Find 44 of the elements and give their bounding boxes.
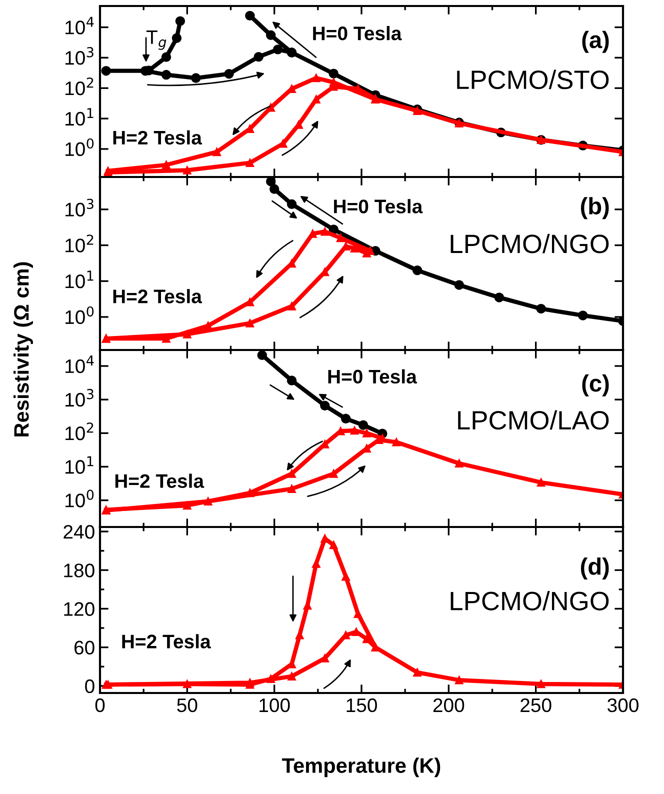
annotation: H=0 Tesla: [313, 26, 402, 40]
x-tick-label: 200: [433, 698, 464, 712]
x-tick-label: 100: [260, 698, 290, 712]
annotation: LPCMO/STO: [457, 70, 609, 90]
x-tick-label: 50: [177, 698, 198, 712]
y-tick-label: 240: [64, 524, 94, 539]
annotation: H=2 Tesla: [113, 289, 202, 304]
y-tick-label: 10$^{1}$: [66, 108, 94, 126]
annotation: LPCMO/NGO: [450, 234, 609, 254]
annotation: (b): [580, 197, 609, 220]
y-tick-label: 10$^{1}$: [66, 270, 94, 288]
annotation: H=2 Tesla: [115, 474, 204, 488]
annotation: (d): [580, 557, 609, 580]
annotation: T$_{g}$: [146, 30, 166, 50]
y-tick-label: 10$^{2}$: [66, 234, 94, 252]
y-tick-label: 10$^{2}$: [66, 422, 94, 440]
y-tick-label: 10$^{4}$: [66, 356, 94, 374]
x-tick-label: 0: [95, 698, 105, 712]
y-axis-title: Resistivity (Ω cm): [14, 262, 33, 436]
y-tick-label: 10$^{1}$: [66, 456, 94, 474]
x-tick-label: 250: [520, 698, 552, 712]
y-tick-label: 10$^{3}$: [66, 388, 94, 407]
annotation: H=0 Tesla: [328, 369, 418, 384]
y-tick-label: 10$^{3}$: [66, 198, 94, 216]
annotation: H=0 Tesla: [334, 199, 423, 214]
annotation: (a): [582, 30, 609, 53]
annotation: LPCMO/LAO: [458, 410, 609, 430]
y-tick-label: 10$^{0}$: [66, 306, 94, 324]
y-tick-label: 180: [64, 564, 94, 578]
annotation: H=2 Tesla: [122, 634, 211, 648]
annotation: H=2 Tesla: [113, 130, 202, 145]
y-tick-label: 10$^{4}$: [66, 16, 94, 34]
x-tick-label: 150: [346, 698, 377, 712]
annotation: (c): [582, 374, 609, 396]
x-tick-label: 300: [608, 698, 638, 712]
y-tick-label: 120: [64, 602, 94, 616]
y-tick-label: 0: [85, 679, 94, 694]
annotation: LPCMO/NGO: [450, 591, 609, 610]
y-tick-label: 10$^{3}$: [66, 47, 94, 65]
y-tick-label: 10$^{0}$: [66, 138, 94, 156]
x-axis-title: Temperature (K): [282, 758, 440, 778]
y-tick-label: 60: [74, 640, 94, 655]
y-tick-label: 10$^{0}$: [66, 490, 94, 508]
y-tick-label: 10$^{2}$: [66, 77, 94, 96]
